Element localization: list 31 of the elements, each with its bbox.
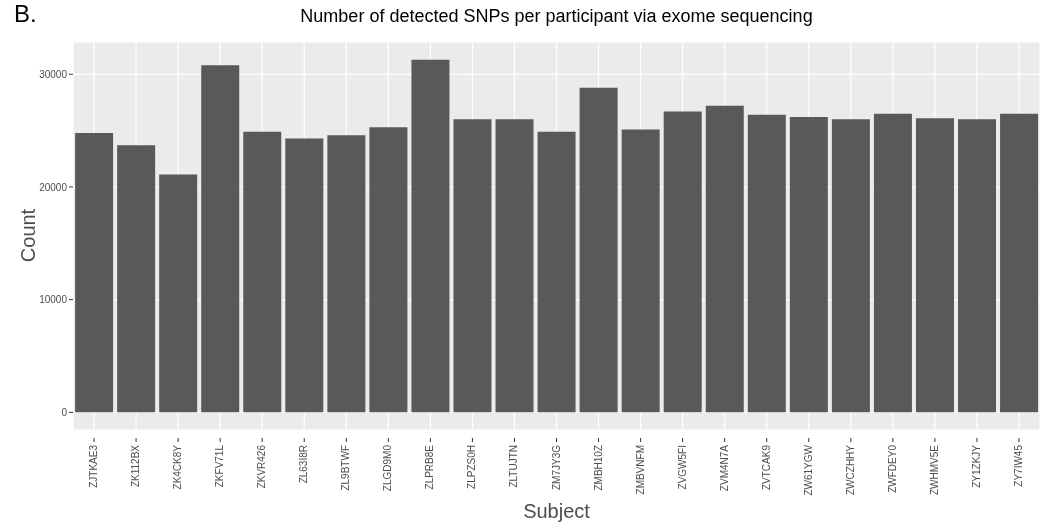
x-tick-label: ZL63I8R bbox=[298, 445, 310, 484]
x-tick-label: ZLGD9M0 bbox=[382, 444, 394, 492]
x-tick-label: ZWCZHHY bbox=[844, 444, 856, 495]
x-tick-label: ZM7JY3G bbox=[550, 444, 562, 491]
x-axis-title: Subject bbox=[522, 500, 591, 523]
text: B. bbox=[14, 0, 37, 28]
x-tick-label: ZKFV71L bbox=[214, 444, 226, 488]
x-tick-label: ZK112BX bbox=[130, 444, 142, 488]
x-tick-label: ZW61YGW bbox=[802, 444, 814, 496]
y-axis-title: Count bbox=[16, 207, 40, 265]
x-tick-label: ZWHMV5E bbox=[928, 444, 940, 495]
y-tick-label: 10000 bbox=[39, 294, 68, 306]
x-tick-label: ZJTKAE3 bbox=[88, 444, 100, 488]
x-tick-label: ZLPZS0H bbox=[466, 445, 478, 489]
y-tick-label: 20000 bbox=[39, 181, 68, 193]
x-tick-label: ZVGW5FI bbox=[676, 445, 688, 490]
y-tick-label: 0 bbox=[61, 406, 68, 418]
x-tick-label: ZKVR426 bbox=[256, 444, 268, 489]
x-tick-label: ZVM4N7A bbox=[718, 444, 730, 492]
x-tick-label: ZLPRB8E bbox=[424, 444, 436, 490]
x-tick-label: ZK4CK8Y bbox=[172, 444, 184, 490]
y-tick-label: 30000 bbox=[39, 68, 68, 80]
x-tick-label: ZL9BTWF bbox=[340, 445, 352, 491]
x-tick-label: ZVTCAK9 bbox=[760, 444, 772, 491]
x-tick-label: ZMBVNFM bbox=[634, 445, 646, 495]
x-tick-label: ZY7IW45 bbox=[1012, 444, 1024, 487]
x-tick-label: ZLTUJTN bbox=[508, 445, 520, 488]
chart-title: Number of detected SNPs per participant via exome sequencing bbox=[299, 6, 814, 27]
x-tick-label: ZY1ZKJY bbox=[970, 444, 982, 488]
x-tick-label: ZMBH10Z bbox=[592, 445, 604, 491]
x-tick-label: ZWFDEY0 bbox=[886, 444, 898, 493]
